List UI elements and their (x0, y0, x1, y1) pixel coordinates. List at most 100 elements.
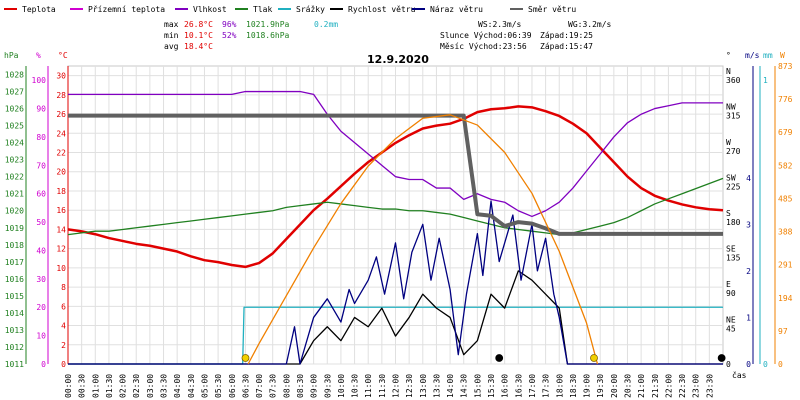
x-tick-label: 07:00 (255, 374, 264, 398)
stat-min-press: 1018.6hPa (246, 31, 290, 40)
humidity-tick-label: 30 (36, 275, 46, 284)
chart-title: 12.9.2020 (367, 53, 429, 66)
legend-item-6: Náraz větru (430, 5, 483, 14)
direction-tick-label: 270 (726, 147, 741, 156)
direction-compass-label: SW (726, 174, 736, 183)
direction-compass-label: NW (726, 103, 736, 112)
legend-item-7: Směr větru (528, 5, 576, 14)
legend-item-3: Tlak (253, 5, 272, 14)
direction-compass-label: SE (726, 245, 736, 254)
wind-tick-label: 0 (746, 360, 751, 369)
pressure-tick-label: 1022 (5, 173, 24, 182)
x-tick-label: 07:30 (269, 374, 278, 398)
x-tick-label: 21:00 (637, 374, 646, 398)
pressure-tick-label: 1026 (5, 105, 24, 114)
pressure-tick-label: 1011 (5, 360, 24, 369)
x-tick-label: 11:00 (364, 374, 373, 398)
stat-moon-rise: Měsíc Východ:23:56 (440, 42, 527, 51)
sun-moon-markers (241, 354, 726, 362)
humidity-tick-label: 20 (36, 303, 46, 312)
humidity-tick-label: 100 (32, 76, 47, 85)
pressure-tick-label: 1021 (5, 190, 24, 199)
stat-min-temp: 10.1°C (184, 31, 213, 40)
humidity-tick-label: 80 (36, 133, 46, 142)
pressure-tick-label: 1016 (5, 275, 24, 284)
stat-min-hum: 52% (222, 31, 237, 40)
pressure-tick-label: 1027 (5, 88, 24, 97)
x-tick-label: 12:30 (405, 374, 414, 398)
x-tick-label: 22:30 (678, 374, 687, 398)
x-tick-label: 13:00 (419, 374, 428, 398)
stat-max-label: max (164, 20, 179, 29)
x-tick-label: 05:00 (200, 374, 209, 398)
direction-compass-label: W (726, 138, 731, 147)
stat-max-temp: 26.8°C (184, 20, 213, 29)
x-tick-label: 08:30 (296, 374, 305, 398)
temperature-tick-label: 6 (61, 302, 66, 311)
solar-tick-label: 582 (778, 161, 793, 170)
pressure-tick-label: 1023 (5, 156, 24, 165)
x-tick-label: 08:00 (282, 374, 291, 398)
pressure-tick-label: 1020 (5, 207, 24, 216)
direction-unit: ° (726, 51, 731, 60)
humidity-tick-label: 40 (36, 246, 46, 255)
legend-item-0: Teplota (22, 5, 56, 14)
x-tick-label: 20:30 (623, 374, 632, 398)
solar-tick-label: 388 (778, 228, 793, 237)
x-tick-label: 15:00 (473, 374, 482, 398)
direction-compass-label: NE (726, 316, 736, 325)
direction-tick-label: 360 (726, 76, 741, 85)
stat-wg: WG:3.2m/s (568, 20, 612, 29)
x-tick-label: 23:00 (692, 374, 701, 398)
x-tick-label: 01:00 (91, 374, 100, 398)
solar-tick-label: 873 (778, 62, 793, 71)
grid (67, 65, 724, 365)
temperature-tick-label: 14 (56, 225, 66, 234)
wind-tick-label: 3 (746, 220, 751, 229)
x-tick-label: 20:00 (610, 374, 619, 398)
direction-tick-label: 315 (726, 112, 741, 121)
pressure-tick-label: 1028 (5, 71, 24, 80)
direction-tick-label: 135 (726, 254, 741, 263)
x-tick-label: 04:00 (173, 374, 182, 398)
stat-avg-label: avg (164, 42, 179, 51)
x-tick-label: 03:30 (160, 374, 169, 398)
pressure-tick-label: 1013 (5, 326, 24, 335)
pressure-tick-label: 1015 (5, 292, 24, 301)
legend-item-2: Vlhkost (193, 5, 227, 14)
x-tick-label: 14:30 (460, 374, 469, 398)
temperature-tick-label: 2 (61, 341, 66, 350)
solar-tick-label: 97 (778, 327, 788, 336)
series-teplota (67, 105, 724, 269)
pressure-unit: hPa (4, 51, 19, 60)
sun-marker (241, 354, 250, 362)
axes: 00:00 00:30 01:00 01:30 02:00 02:30 03:00 03:30… (4, 51, 793, 398)
temperature-unit: °C (58, 51, 68, 60)
temperature-tick-label: 0 (61, 360, 66, 369)
x-axis-label: čas (732, 370, 747, 380)
pressure-tick-label: 1019 (5, 224, 24, 233)
humidity-tick-label: 90 (36, 105, 46, 114)
temperature-tick-label: 28 (56, 91, 66, 100)
stat-max-rain: 0.2mm (314, 20, 338, 29)
x-tick-label: 09:00 (310, 374, 319, 398)
x-tick-label: 22:00 (664, 374, 673, 398)
solar-tick-label: 0 (778, 360, 783, 369)
moon-marker (717, 354, 726, 362)
x-tick-label: 19:30 (596, 374, 605, 398)
direction-compass-label: N (726, 67, 731, 76)
temperature-tick-label: 4 (61, 322, 66, 331)
wind-tick-label: 2 (746, 267, 751, 276)
solar-tick-label: 679 (778, 128, 793, 137)
humidity-unit: % (36, 51, 41, 60)
temperature-tick-label: 30 (56, 72, 66, 81)
series-solar (247, 114, 599, 365)
series-rychlost-větru (68, 270, 723, 365)
x-tick-label: 05:30 (214, 374, 223, 398)
stat-moon-set: Západ:15:47 (540, 42, 593, 51)
humidity-tick-label: 50 (36, 218, 46, 227)
moon-marker (495, 354, 504, 362)
solar-tick-label: 485 (778, 194, 793, 203)
legend: Teplota Přízemní teplota Vlhkost Tlak Srážky… (4, 5, 576, 14)
